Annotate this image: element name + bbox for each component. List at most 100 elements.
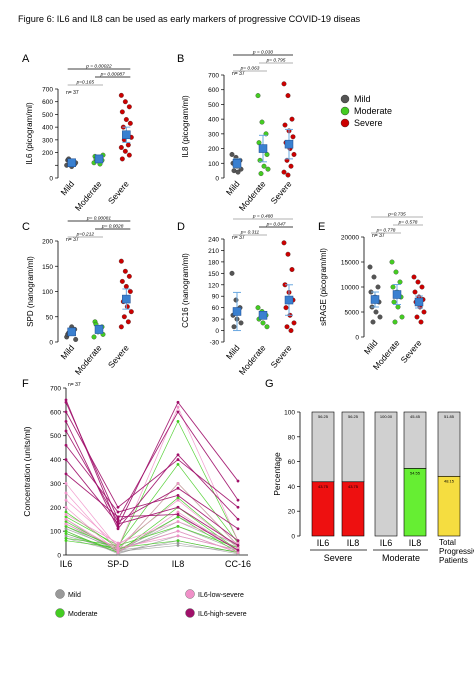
data-point [118, 258, 124, 264]
figure-caption: Figure 6: IL6 and IL8 can be used as ear… [18, 14, 361, 24]
data-point [285, 251, 291, 257]
x-tick-label: CC-16 [225, 559, 251, 569]
y-tick-label: 5000 [345, 310, 360, 317]
y-tick-label: 500 [208, 102, 219, 109]
y-tick-label: 150 [42, 264, 53, 271]
data-point [176, 496, 180, 500]
bar-value-label: 100.00 [380, 414, 393, 419]
data-point [236, 505, 240, 509]
data-point [176, 498, 180, 502]
series-line [65, 523, 239, 551]
bar-segment [341, 481, 365, 537]
panel-d: D -30 0 30 60 90 120 150 180 210 240 CC16 (nanogram… [177, 214, 297, 377]
data-point [124, 304, 130, 310]
y-tick-label: 600 [42, 99, 53, 106]
data-point [116, 551, 120, 555]
stacked-bar: 43.75 56.25 IL6 [311, 411, 335, 548]
data-point [412, 289, 418, 295]
data-point [126, 104, 132, 110]
data-point [64, 398, 68, 402]
data-point [176, 515, 180, 519]
significance-label: p= 0.047 [266, 222, 286, 228]
mean-marker [284, 139, 294, 149]
data-point [176, 529, 180, 533]
data-point [176, 462, 180, 466]
data-point [233, 297, 239, 303]
data-point [236, 479, 240, 483]
data-point [116, 548, 120, 552]
data-point [64, 534, 68, 538]
data-point [64, 420, 68, 423]
data-point [283, 305, 289, 311]
y-tick-label: 0 [291, 534, 295, 541]
legend-marker [340, 106, 350, 116]
series-line [65, 444, 239, 542]
data-point [236, 527, 240, 531]
y-tick-label: 50 [46, 314, 54, 321]
panel-letter: B [177, 53, 184, 65]
bar-value-label: 43.75 [318, 484, 329, 489]
y-tick-label: 300 [50, 481, 61, 488]
series-line [65, 430, 239, 530]
data-point [282, 122, 288, 128]
series-line [65, 411, 239, 508]
group-label: Severe [399, 338, 424, 365]
mean-marker [122, 294, 131, 304]
y-tick-label: 700 [42, 87, 53, 94]
x-tick-label: IL8 [347, 538, 360, 548]
y-tick-label: 500 [42, 112, 53, 119]
data-point [373, 309, 379, 315]
data-point [64, 522, 68, 526]
y-tick-label: 0 [215, 176, 219, 183]
data-point [64, 458, 68, 461]
data-point [392, 319, 398, 325]
y-tick-label: 90 [212, 294, 220, 301]
data-point [64, 505, 68, 509]
data-point [367, 264, 373, 270]
y-axis-label: Concentration (units/ml) [22, 426, 32, 516]
group-label: Severe [269, 179, 294, 206]
panel-letter: E [318, 221, 325, 233]
panel-letter: C [22, 221, 30, 233]
group-label: Mild [59, 179, 77, 198]
mean-marker [284, 295, 294, 305]
y-tick-label: 0 [57, 553, 61, 560]
series-line [65, 537, 239, 552]
data-point [236, 544, 240, 547]
mean-marker [94, 325, 104, 334]
data-point [126, 152, 132, 158]
data-point [125, 319, 131, 325]
data-point [291, 320, 297, 326]
y-tick-label: 30 [212, 317, 220, 324]
significance-label: p= 0.778 [376, 228, 396, 234]
data-point [176, 486, 180, 490]
data-point [119, 278, 125, 284]
data-point [395, 304, 401, 310]
legend-label: IL6-low-severe [198, 592, 244, 599]
bar-value-label: 51.85 [444, 414, 455, 419]
significance-label: p = 0.030 [252, 50, 273, 56]
x-tick-label: IL8 [409, 538, 422, 548]
stacked-bar: 100.00 IL6 [374, 411, 398, 548]
data-point [64, 491, 68, 495]
data-point [397, 279, 403, 285]
data-point [393, 269, 399, 275]
n-label: n= 37 [232, 71, 245, 77]
y-tick-label: 200 [42, 239, 53, 246]
x-tick-label: IL6 [317, 538, 330, 548]
data-point [261, 163, 267, 169]
y-tick-label: 180 [208, 259, 219, 266]
data-point [176, 493, 180, 497]
data-point [255, 93, 261, 99]
y-tick-label: 120 [208, 282, 219, 289]
y-tick-label: 20000 [341, 235, 359, 242]
group-label: Moderate [73, 343, 104, 377]
group-label-line: Patients [439, 556, 468, 565]
data-point [229, 270, 235, 276]
data-point [264, 324, 270, 330]
legend-marker [340, 118, 350, 128]
data-point [391, 299, 397, 305]
group-label: Severe [324, 553, 353, 563]
y-tick-label: 10000 [341, 285, 359, 292]
